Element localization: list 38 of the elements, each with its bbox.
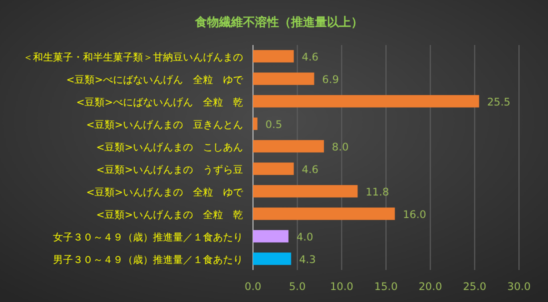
bar: [253, 50, 294, 62]
bar: [253, 140, 324, 152]
x-tick-label: 25.0: [462, 281, 486, 293]
bar: [253, 230, 288, 242]
data-label: 4.0: [296, 231, 314, 244]
data-label: 8.0: [332, 141, 349, 154]
bar: [253, 185, 358, 198]
bar: [253, 118, 258, 130]
y-tick-label: <豆類>いんげんまの 全粒 乾: [96, 208, 243, 221]
x-tick-label: 10.0: [330, 281, 354, 293]
y-tick-label: <豆類>いんげんまの うずら豆: [96, 164, 243, 176]
x-tick-label: 20.0: [418, 281, 442, 293]
bar: [253, 252, 292, 265]
data-label: 11.8: [366, 186, 390, 198]
data-label: 16.0: [402, 208, 426, 221]
x-tick-label: 30.0: [507, 281, 531, 293]
bar: [253, 208, 395, 220]
data-label: 4.6: [302, 51, 319, 64]
data-label: 4.3: [299, 254, 316, 266]
bar: [253, 162, 294, 175]
y-tick-label: <豆類>べにばないんげん 全粒 乾: [76, 96, 243, 108]
x-tick-label: 15.0: [374, 281, 398, 293]
y-tick-label: 女子３０～４９（歳）推進量／１食あたり: [53, 231, 243, 244]
data-label: 6.9: [322, 74, 339, 86]
y-tick-label: <豆類>べにばないんげん 全粒 ゆで: [66, 74, 244, 86]
data-label: 25.5: [487, 96, 510, 108]
y-tick-label: 男子３０～４９（歳）推進量／１食あたり: [53, 254, 243, 266]
bar: [253, 72, 314, 85]
y-tick-label: ＜和生菓子・和半生菓子類＞甘納豆いんげんまの: [23, 51, 243, 64]
data-label: 0.5: [265, 118, 282, 131]
y-tick-label: <豆類>いんげんまの 豆きんとん: [86, 118, 243, 131]
bar: [253, 95, 480, 108]
x-tick-label: 0.0: [244, 281, 262, 293]
x-tick-label: 5.0: [288, 281, 306, 293]
data-label: 4.6: [302, 164, 319, 176]
y-tick-label: <豆類>いんげんまの こしあん: [96, 141, 243, 154]
chart-title: 食物繊維不溶性（推進量以上）: [194, 15, 363, 29]
y-tick-label: <豆類>いんげんまの 全粒 ゆで: [86, 186, 244, 198]
